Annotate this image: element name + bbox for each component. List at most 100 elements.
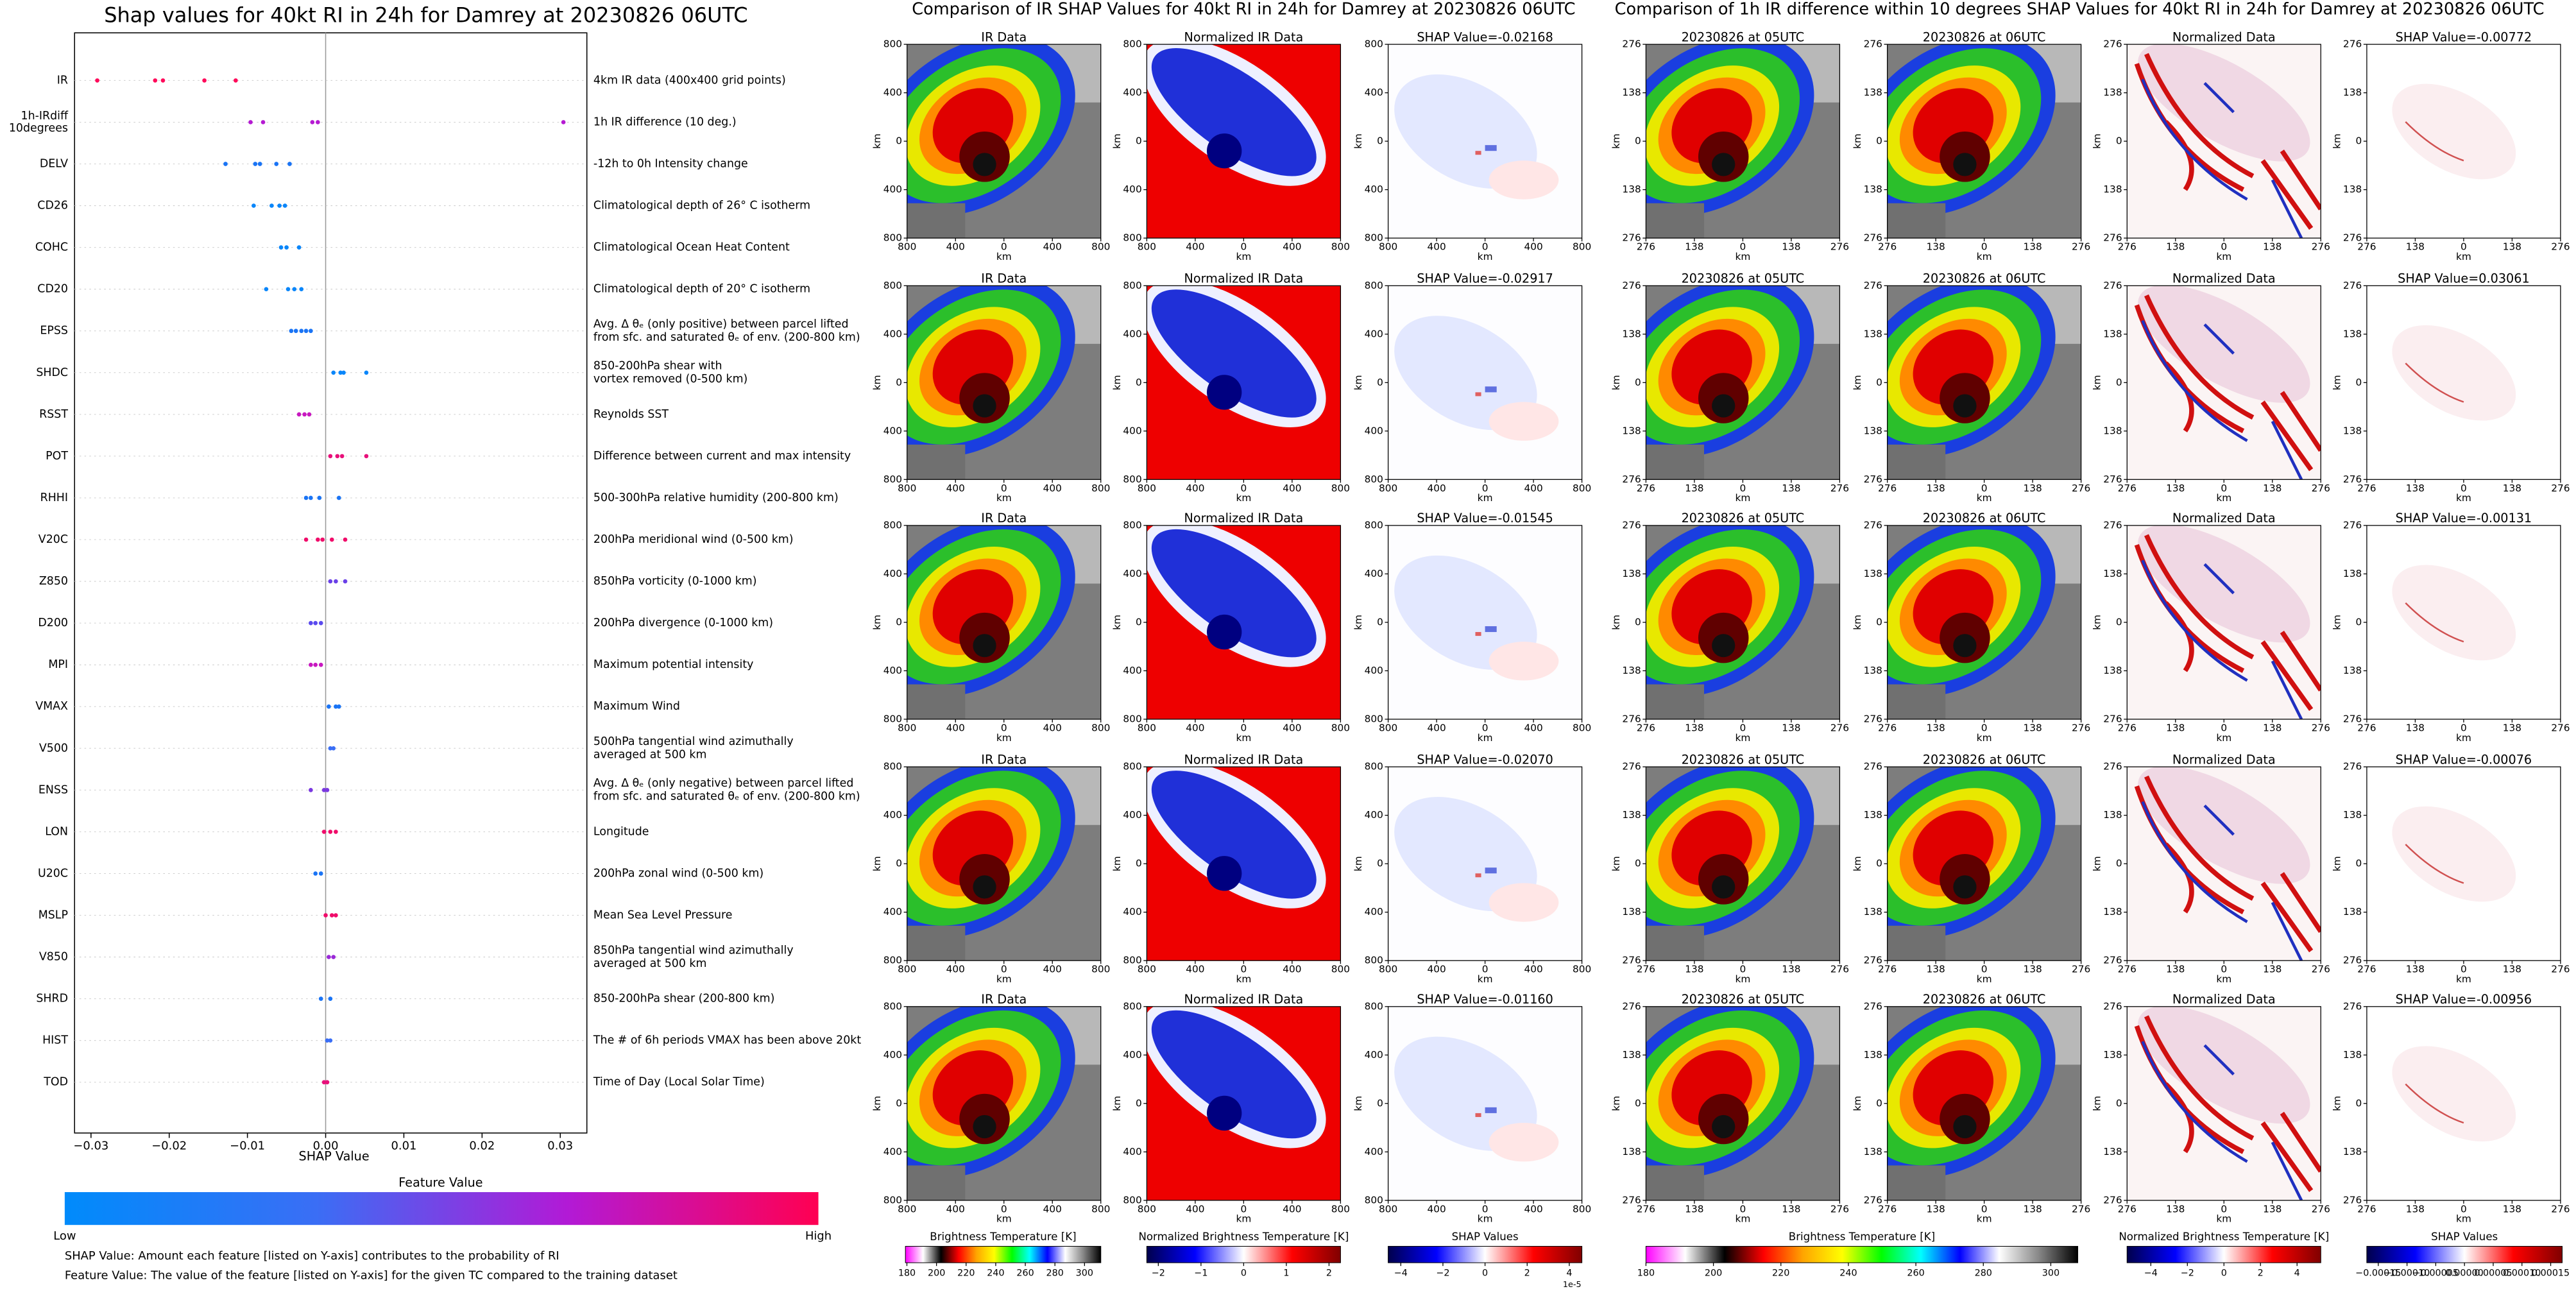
panel-image [2366,525,2561,719]
y-tick-label: 400 [883,184,902,195]
y-axis-label: km [1610,856,1622,871]
colorbar-tick-label: 180 [1637,1268,1655,1279]
panel-title: 20230826 at 05UTC [1682,271,1805,286]
ir-land [907,684,966,719]
x-tick-label: 276 [2551,241,2570,253]
x-axis-label: km [1735,492,1750,504]
y-tick-label: 0 [1876,1097,1882,1109]
shap-dot [293,329,298,334]
x-axis-label: km [1478,1213,1493,1225]
x-tick-label: 276 [2312,1203,2330,1215]
x-tick-label: 800 [898,722,916,734]
x-axis-label: km [996,732,1012,744]
ir-land [1887,1165,1946,1200]
y-tick-label: 0 [1635,135,1641,147]
panel-image [2366,286,2561,480]
feature-description: Difference between current and max inten… [593,450,851,463]
x-tick-label: 276 [2118,722,2137,734]
panel-image [907,286,1101,480]
panel-title: Normalized Data [2172,992,2276,1007]
panel-title: 20230826 at 05UTC [1682,30,1805,44]
diff-streak [2203,81,2235,114]
y-tick-label: 276 [2103,474,2122,485]
x-axis-label: km [1735,251,1750,262]
norm-core [1207,1095,1242,1131]
x-tick-label: 276 [2312,964,2330,975]
y-axis-label: km [871,856,883,871]
y-tick-label: 276 [1622,955,1641,966]
ir-eye [973,394,996,418]
x-tick-label: 276 [1830,964,1849,975]
y-tick-label: 0 [2116,1097,2122,1109]
feature-name: LON [45,825,68,838]
norm-core [1207,614,1242,650]
panel-image [2127,767,2321,961]
y-tick-label: 276 [2343,474,2362,485]
feature-name: TOD [43,1076,68,1089]
y-tick-label: 800 [1365,232,1383,244]
diff-streak [2141,78,2248,201]
x-tick-label: 0 [1001,964,1007,975]
y-tick-label: 0 [1377,135,1383,147]
x-tick-label: 400 [946,241,965,253]
x-axis-label: km [996,492,1012,504]
shap-dot [318,871,323,876]
x-tick-label: 276 [2551,1203,2570,1215]
y-tick-label: 276 [1864,761,1882,773]
panel-title: SHAP Value=-0.02917 [1417,271,1553,286]
x-tick-label: 276 [1830,1203,1849,1215]
y-tick-label: 276 [2343,713,2362,724]
y-tick-label: 800 [1365,474,1383,485]
x-tick-label: 800 [1379,482,1397,494]
x-axis-label: km [1236,973,1251,985]
panel-title: IR Data [981,30,1027,44]
y-tick-label: 400 [883,568,902,579]
colorbar-tick-label: 300 [2042,1268,2060,1279]
x-tick-label: 138 [2166,722,2185,734]
y-tick-label: 138 [2103,1049,2122,1061]
y-tick-label: 400 [1365,809,1383,821]
feature-name: RSST [39,408,68,421]
shap-dot [321,1080,327,1085]
shap-dot [334,579,338,584]
feature-description: Maximum potential intensity [593,658,754,671]
x-axis-label: km [1478,251,1493,262]
ir-eye [1712,394,1736,418]
feature-description: The # of 6h periods VMAX has been above … [593,1034,861,1047]
y-tick-label: 400 [1123,665,1141,676]
y-axis-label: km [2331,615,2342,630]
y-tick-label: 138 [1864,1049,1882,1061]
colorbar-tick-label: 1 [1283,1268,1289,1279]
x-tick-label: 800 [1138,722,1156,734]
y-tick-label: 138 [2343,87,2362,98]
panel-image [2127,525,2321,719]
y-tick-label: 276 [1622,519,1641,531]
y-tick-label: 400 [883,665,902,676]
x-axis-label: km [1735,732,1750,744]
x-tick-label: 400 [1283,482,1301,494]
x-tick-label: 276 [2357,722,2376,734]
x-tick-label: 0 [2461,241,2467,253]
shap-hot [1475,873,1481,878]
y-tick-label: 138 [1864,1146,1882,1157]
x-tick-label: 276 [1637,482,1655,494]
y-axis-label: km [1852,856,1863,871]
shap-streak [2405,844,2464,884]
y-tick-label: 0 [896,616,902,627]
x-tick-label: 276 [2357,964,2376,975]
shap-dot [309,620,313,626]
diff-streak [2144,1015,2255,1141]
y-axis-label: km [1111,856,1123,871]
y-tick-label: 138 [2103,425,2122,436]
shap-dot [302,412,307,417]
x-tick-label: 800 [1331,722,1350,734]
y-tick-label: 276 [2103,280,2122,291]
x-tick-label: 400 [946,1203,965,1215]
y-tick-label: 0 [1635,616,1641,627]
x-axis-label: km [2216,973,2231,985]
shap-hot [1475,151,1481,155]
colorbar [1645,1245,2079,1263]
y-tick-label: 276 [2343,955,2362,966]
x-tick-label: 138 [2263,722,2282,734]
x-tick-label: −0.03 [73,1139,108,1152]
